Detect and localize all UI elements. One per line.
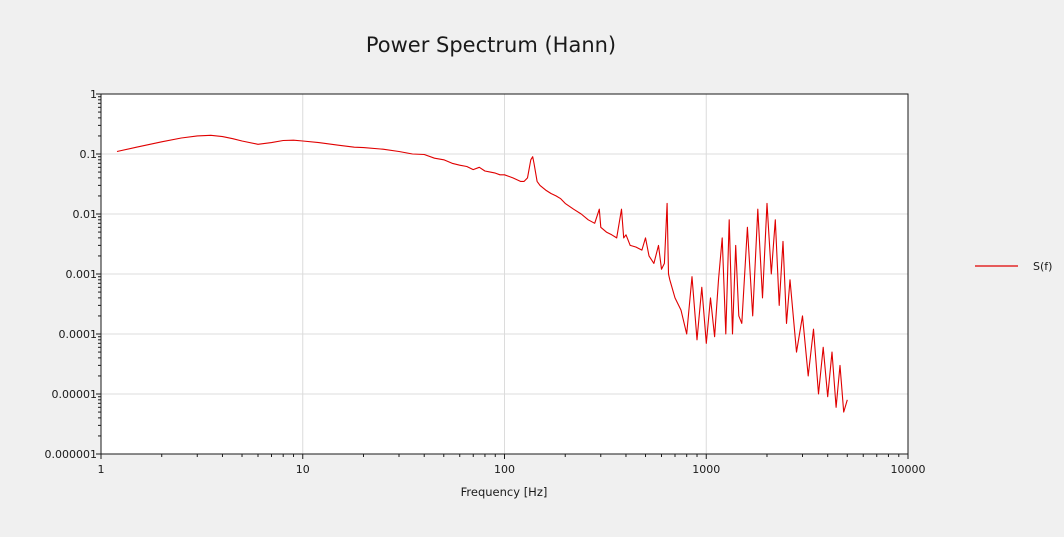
legend-label: S(f) xyxy=(1033,260,1052,273)
y-tick-label: 0.001 xyxy=(66,268,98,281)
series-line-s-f xyxy=(116,134,848,413)
series-layer xyxy=(116,134,848,413)
y-tick-label: 0.000001 xyxy=(45,448,98,461)
x-tick-label: 1 xyxy=(98,463,105,476)
x-tick-label: 10000 xyxy=(891,463,926,476)
y-tick-label: 0.00001 xyxy=(52,388,98,401)
x-tick-label: 10 xyxy=(296,463,310,476)
x-axis-label: Frequency [Hz] xyxy=(461,485,548,499)
grid-lines xyxy=(101,94,908,454)
y-axis-ticks: 1 0.1 0.01 0.001 0.0001 0.00001 0.000001 xyxy=(45,88,101,461)
y-tick-label: 0.1 xyxy=(80,148,98,161)
x-tick-label: 100 xyxy=(494,463,515,476)
x-axis-ticks: 1 10 100 1000 10000 xyxy=(98,454,926,476)
y-tick-label: 1 xyxy=(90,88,97,101)
y-tick-label: 0.0001 xyxy=(59,328,98,341)
x-tick-label: 1000 xyxy=(692,463,720,476)
chart-title: Power Spectrum (Hann) xyxy=(366,33,616,57)
y-tick-label: 0.01 xyxy=(73,208,98,221)
legend[interactable]: S(f) xyxy=(975,260,1052,273)
